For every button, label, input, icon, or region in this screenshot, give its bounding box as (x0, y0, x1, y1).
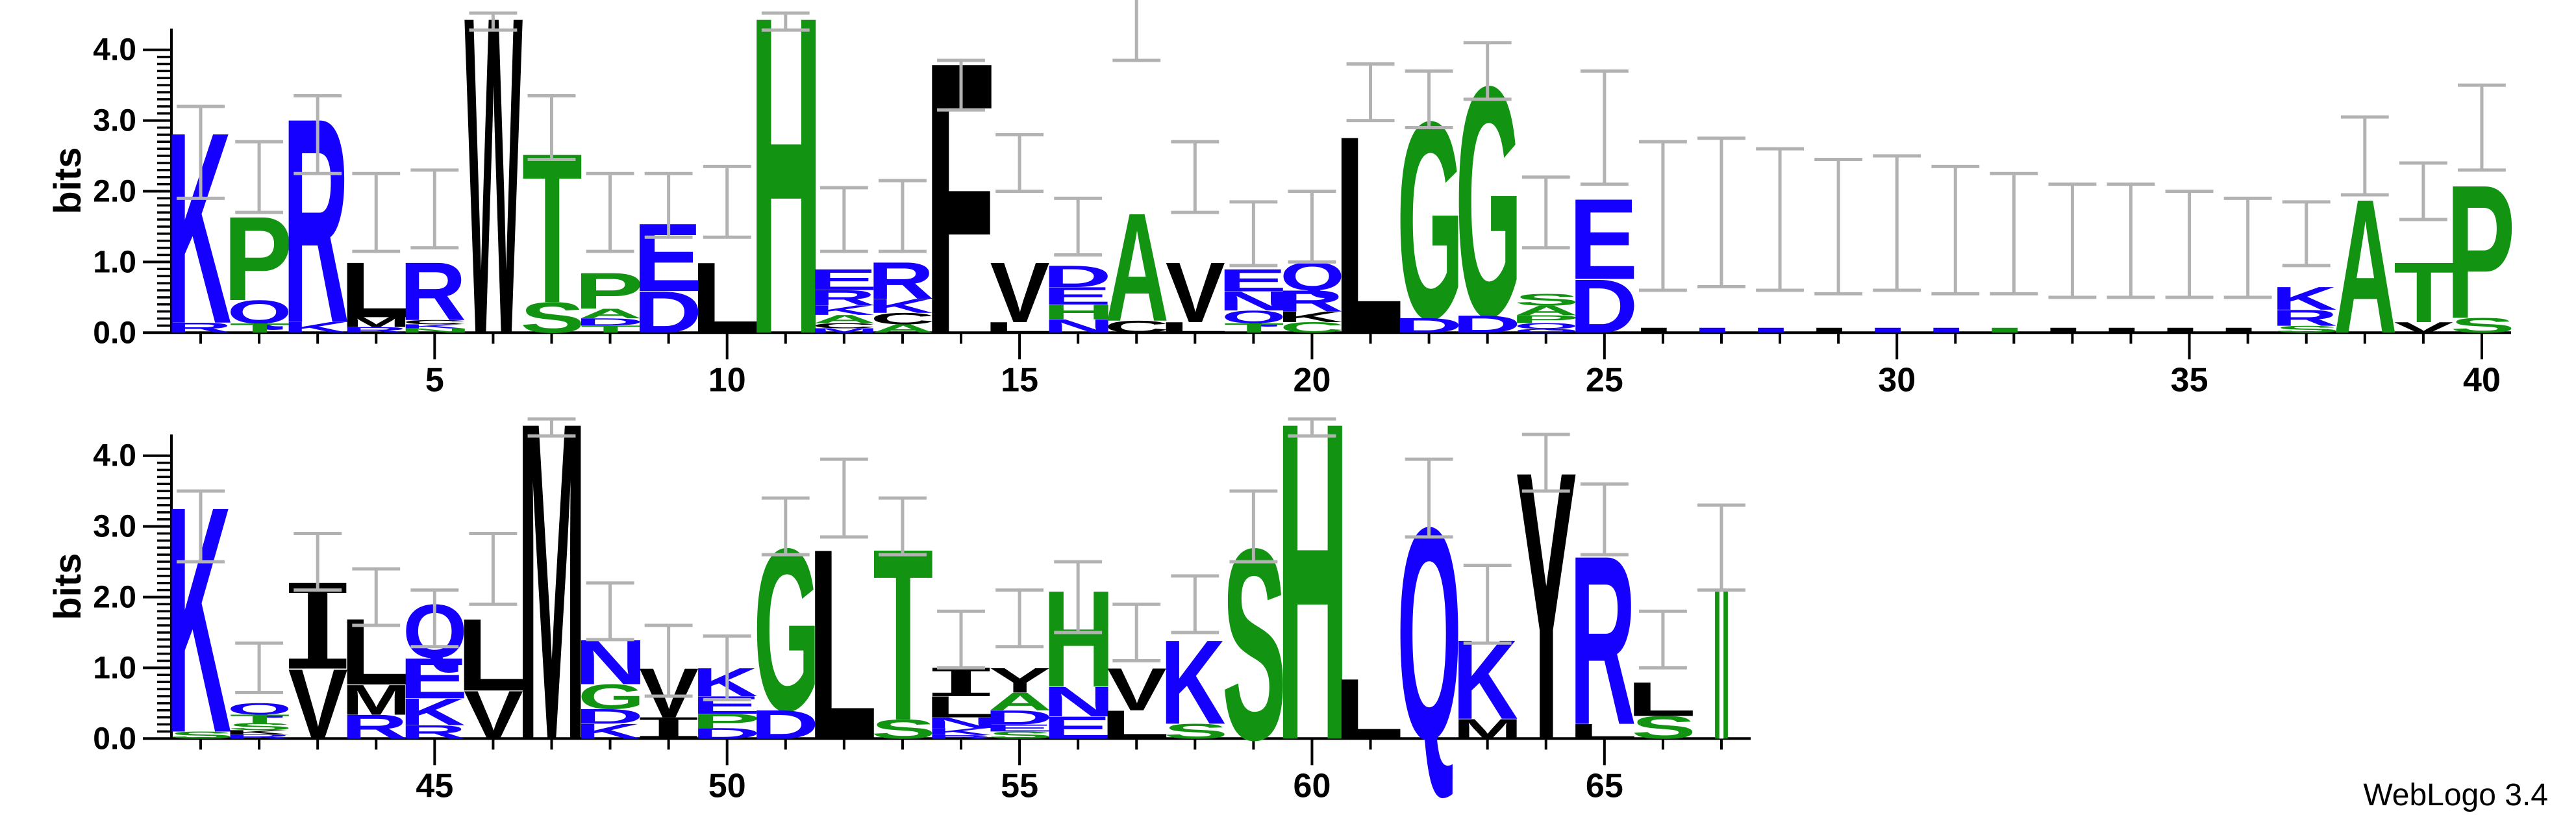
svg-text:15: 15 (1001, 361, 1038, 399)
svg-text:I: I (1805, 326, 1855, 334)
svg-text:R: R (926, 734, 993, 740)
svg-text:4.0: 4.0 (93, 439, 136, 473)
svg-text:2.0: 2.0 (93, 175, 136, 209)
svg-text:S: S (1164, 720, 1229, 744)
svg-text:R: R (399, 721, 466, 743)
svg-text:I: I (2155, 326, 2205, 334)
svg-text:S: S (2275, 324, 2340, 335)
svg-text:I: I (1629, 326, 1679, 334)
svg-text:3.0: 3.0 (93, 510, 136, 544)
svg-text:I: I (1980, 326, 2030, 334)
svg-text:K: K (166, 439, 231, 801)
svg-text:D: D (1569, 264, 1638, 349)
svg-text:I: I (2097, 326, 2147, 334)
svg-text:3.0: 3.0 (93, 104, 136, 138)
svg-text:V: V (2394, 319, 2453, 336)
svg-text:10: 10 (708, 361, 746, 399)
svg-text:H: H (750, 0, 823, 429)
svg-text:0.0: 0.0 (93, 721, 136, 756)
svg-text:T: T (581, 323, 641, 335)
svg-text:35: 35 (2171, 361, 2208, 399)
svg-text:T: T (229, 321, 290, 336)
svg-text:40: 40 (2463, 361, 2501, 399)
svg-text:1.0: 1.0 (93, 651, 136, 685)
svg-text:bits: bits (47, 553, 89, 620)
svg-text:I: I (1688, 326, 1738, 334)
svg-text:T: T (1224, 321, 1284, 336)
svg-text:S: S (1631, 709, 1696, 746)
svg-text:1.0: 1.0 (93, 245, 136, 279)
svg-text:L: L (1334, 662, 1404, 758)
svg-text:55: 55 (1001, 767, 1038, 805)
svg-text:M: M (1453, 713, 1523, 745)
svg-text:I: I (1746, 326, 1796, 334)
svg-text:WebLogo 3.4: WebLogo 3.4 (2363, 778, 2548, 812)
svg-text:V: V (464, 677, 523, 754)
svg-text:I: I (1863, 326, 1913, 334)
svg-text:30: 30 (1878, 361, 1916, 399)
svg-text:L: L (1158, 319, 1229, 336)
svg-text:I: I (2038, 326, 2088, 334)
svg-text:R: R (166, 320, 232, 336)
svg-text:50: 50 (708, 767, 746, 805)
svg-text:M: M (810, 327, 879, 334)
svg-text:W: W (464, 0, 523, 429)
svg-text:N: N (399, 327, 471, 334)
svg-text:I: I (2214, 326, 2264, 334)
svg-text:S: S (2450, 314, 2515, 338)
svg-text:R: R (224, 733, 291, 740)
svg-text:I: I (1921, 326, 1971, 334)
svg-text:bits: bits (47, 147, 89, 214)
svg-text:45: 45 (416, 767, 453, 805)
svg-text:K: K (575, 720, 641, 744)
svg-text:25: 25 (1586, 361, 1623, 399)
svg-text:4.0: 4.0 (93, 33, 136, 68)
svg-text:0.0: 0.0 (93, 316, 136, 350)
svg-text:2.0: 2.0 (93, 581, 136, 615)
svg-text:K: K (282, 319, 348, 336)
svg-text:R: R (341, 708, 408, 746)
svg-text:R: R (341, 325, 408, 334)
svg-text:5: 5 (425, 361, 444, 399)
